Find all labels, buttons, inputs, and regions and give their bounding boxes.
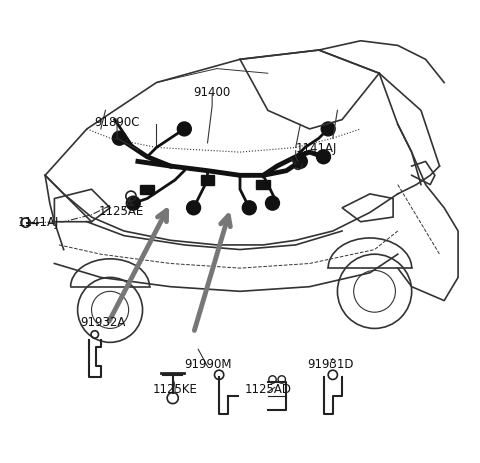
- Text: 1125KE: 1125KE: [153, 382, 197, 395]
- Circle shape: [178, 123, 192, 137]
- Circle shape: [317, 150, 330, 164]
- Text: 91890C: 91890C: [94, 116, 140, 129]
- Circle shape: [321, 123, 335, 137]
- Circle shape: [265, 197, 279, 211]
- Circle shape: [126, 197, 140, 211]
- Text: 91400: 91400: [193, 86, 231, 99]
- FancyBboxPatch shape: [256, 181, 270, 190]
- Circle shape: [187, 201, 201, 215]
- Text: 1141AJ: 1141AJ: [296, 142, 337, 155]
- FancyBboxPatch shape: [201, 176, 215, 185]
- FancyBboxPatch shape: [140, 185, 154, 194]
- Text: 1125AE: 1125AE: [98, 204, 144, 217]
- Circle shape: [112, 132, 126, 146]
- Text: 91931D: 91931D: [307, 357, 354, 370]
- Text: 91990M: 91990M: [184, 357, 231, 370]
- Circle shape: [293, 155, 307, 169]
- Text: 91932A: 91932A: [80, 315, 125, 328]
- Text: 1141AJ: 1141AJ: [17, 216, 59, 229]
- Circle shape: [242, 201, 256, 215]
- Text: 1125AD: 1125AD: [244, 382, 291, 395]
